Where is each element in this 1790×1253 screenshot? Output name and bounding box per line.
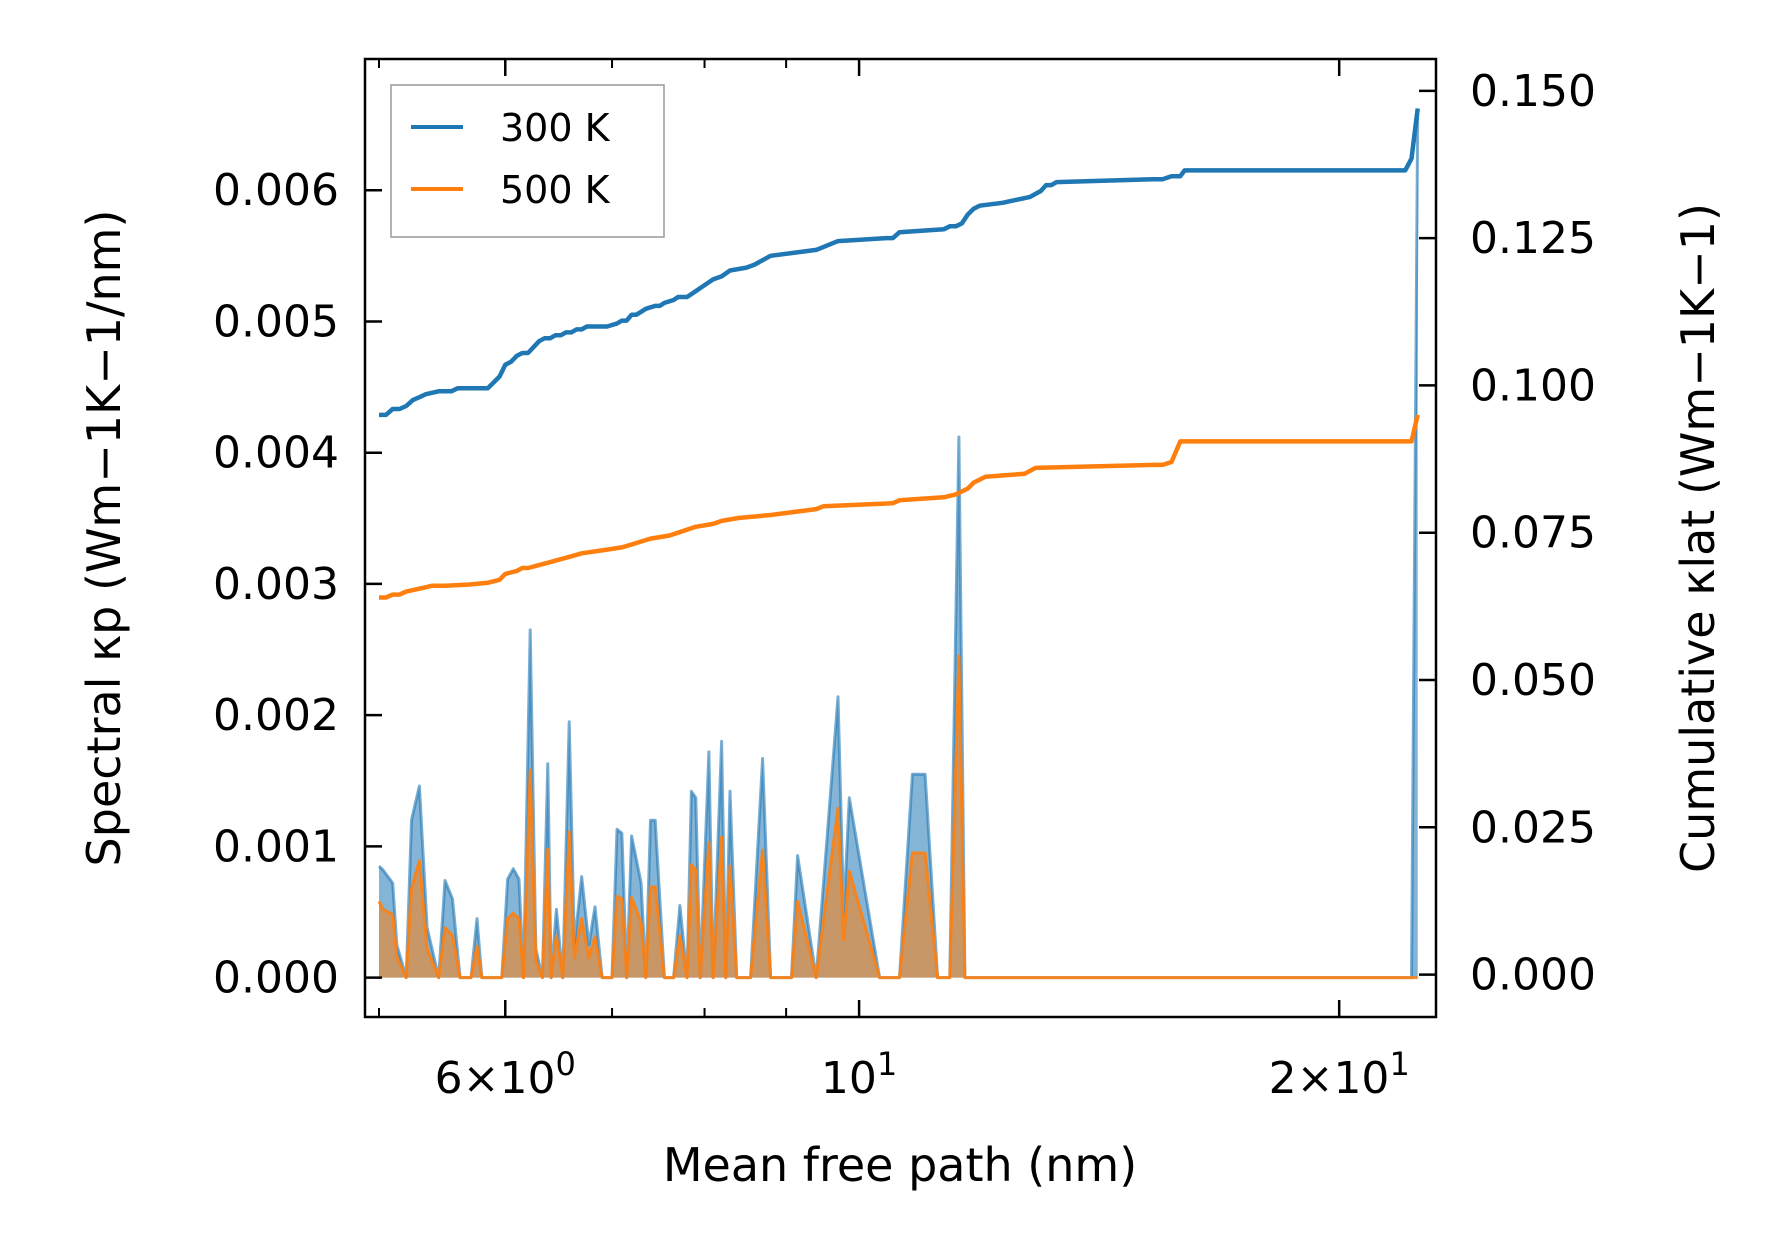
y-left-tick-label: 0.000 [213,953,339,1004]
y-right-tick-label: 0.025 [1470,802,1596,853]
y-left-tick-label: 0.003 [213,559,339,610]
legend: 300 K 500 K [390,84,665,238]
y-right-tick-label: 0.050 [1470,655,1596,706]
cumulative-line-500k [379,414,1420,600]
cumulative-layer [379,108,1420,600]
y-left-tick-label: 0.004 [213,428,339,479]
ticks-layer: 0.000 0.001 0.002 0.003 0.004 0.005 0.006 0.000… [213,59,1596,1104]
legend-label-300k: 300 K [500,106,611,150]
y-right-tick-label: 0.150 [1470,66,1596,117]
y-right-tick-label: 0.125 [1470,213,1596,264]
y-left-tick-label: 0.005 [213,296,339,347]
y-right-tick-label: 0.100 [1470,360,1596,411]
x-tick-label: 101 [821,1045,897,1104]
y-left-tick-label: 0.001 [213,821,339,872]
legend-box [390,84,665,238]
x-axis-label: Mean free path (nm) [663,1138,1137,1192]
y-right-tick-label: 0.000 [1470,950,1596,1001]
x-tick-label: 2×101 [1269,1045,1410,1104]
x-tick-label: 6×100 [435,1045,576,1104]
y-axis-right-label: Cumulative κlat (Wm−1K−1) [1671,203,1725,873]
y-left-tick-label: 0.002 [213,690,339,741]
y-left-tick-label: 0.006 [213,165,339,216]
legend-label-500k: 500 K [500,168,611,212]
plot-frame [363,57,1438,1019]
spectral-line-500k [377,654,1418,980]
y-right-tick-label: 0.075 [1470,508,1596,559]
cumulative-line-300k [379,108,1420,418]
spectral-line-300k [377,111,1420,980]
spectral-layer [377,111,1420,980]
y-axis-left-label: Spectral κp (Wm−1K−1/nm) [77,210,131,867]
